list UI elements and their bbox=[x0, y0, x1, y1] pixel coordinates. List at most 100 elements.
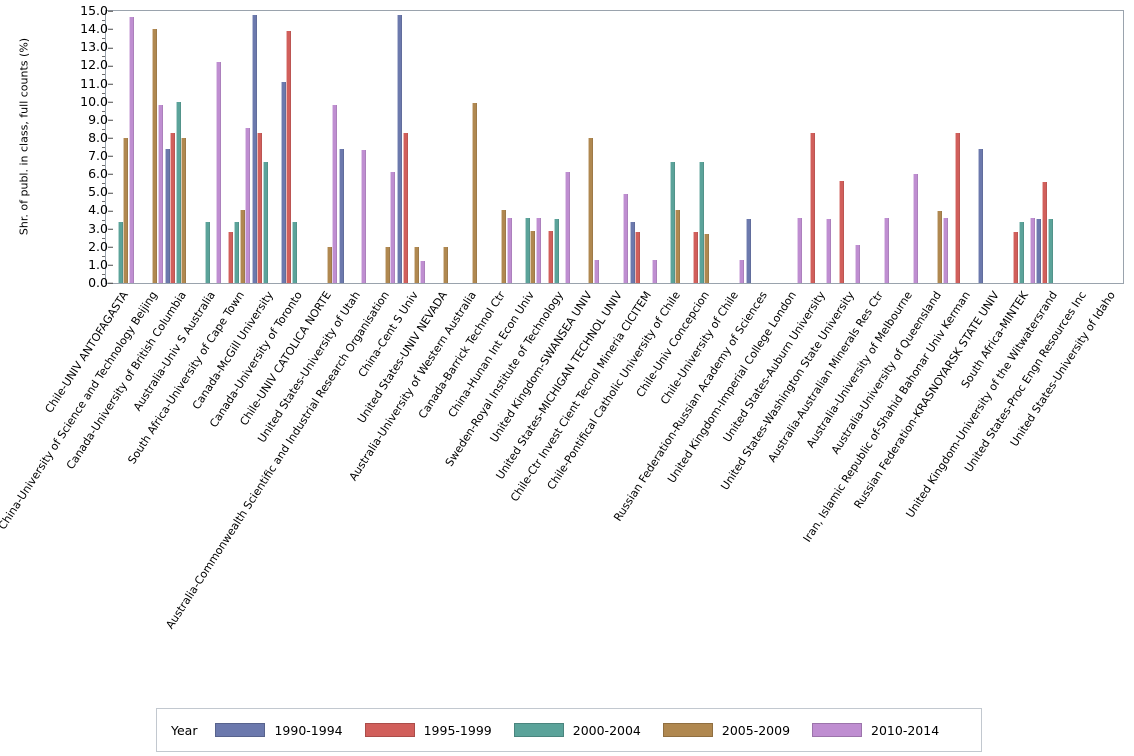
y-tick-label: 3.0 bbox=[48, 222, 113, 235]
bar bbox=[397, 14, 403, 283]
x-tick-label: United States-UNIV NEVADA bbox=[355, 289, 451, 426]
bar bbox=[239, 210, 245, 283]
bar bbox=[384, 246, 390, 283]
y-tick-mark bbox=[108, 192, 113, 194]
x-tick-label: United Kingdom-SWANSEA UNIV bbox=[487, 289, 596, 445]
legend-item[interactable]: 2000-2004 bbox=[513, 723, 641, 738]
x-tick-label: Chile-UNIV CATOLICA NORTE bbox=[237, 289, 334, 428]
y-tick-label: 2.0 bbox=[48, 240, 113, 253]
x-tick-label: Australia-University of Queensland bbox=[828, 289, 945, 457]
bar bbox=[506, 217, 512, 283]
bar bbox=[593, 260, 599, 283]
bar bbox=[419, 261, 425, 283]
bar bbox=[128, 17, 134, 283]
legend-item[interactable]: 1995-1999 bbox=[364, 723, 492, 738]
y-tick-label: 6.0 bbox=[48, 167, 113, 181]
bar bbox=[745, 218, 751, 283]
legend-swatch bbox=[215, 723, 266, 737]
bar bbox=[332, 105, 338, 283]
plot-frame bbox=[105, 10, 1124, 284]
legend-swatch bbox=[513, 723, 564, 737]
x-tick-label: Chile-University of Chile bbox=[657, 289, 741, 407]
y-axis-title: Shr. of publ. in class, full counts (%) bbox=[17, 37, 31, 236]
x-tick-label: Russian Federation-Russian Academy of Sc… bbox=[611, 289, 770, 524]
bar bbox=[913, 174, 919, 283]
x-tick-label: United States-Auburn University bbox=[720, 289, 828, 445]
y-tick-mark bbox=[108, 156, 113, 158]
bar bbox=[245, 127, 251, 283]
bar bbox=[530, 231, 536, 283]
bar bbox=[855, 244, 861, 283]
y-tick-mark bbox=[108, 119, 113, 121]
y-tick-label: 11.0 bbox=[48, 77, 113, 90]
bar bbox=[669, 161, 675, 283]
bar bbox=[181, 137, 187, 283]
bar bbox=[622, 194, 628, 283]
x-tick-label: Australia-Univ S Australia bbox=[130, 289, 218, 414]
legend-swatch bbox=[812, 723, 863, 737]
legend-swatch bbox=[662, 723, 713, 737]
y-tick-mark bbox=[108, 29, 113, 31]
bar bbox=[693, 232, 699, 283]
bar bbox=[954, 132, 960, 283]
legend-item[interactable]: 1990-1994 bbox=[215, 723, 343, 738]
y-tick-label: 0.0 bbox=[48, 276, 113, 290]
y-tick-minor-mark bbox=[102, 110, 105, 112]
bar bbox=[152, 29, 158, 283]
y-tick-mark bbox=[108, 65, 113, 67]
bar bbox=[553, 218, 559, 283]
bar bbox=[170, 132, 176, 283]
bar bbox=[838, 181, 844, 283]
y-tick-mark bbox=[108, 83, 113, 85]
x-tick-label: Sweden-Royal Institute of Technology bbox=[443, 289, 567, 469]
bar bbox=[157, 105, 163, 283]
y-tick-minor-mark bbox=[102, 20, 105, 22]
y-tick-minor-mark bbox=[102, 183, 105, 185]
y-tick-label: 7.0 bbox=[48, 149, 113, 163]
bar bbox=[629, 222, 635, 283]
bar bbox=[175, 101, 181, 283]
bar bbox=[698, 161, 704, 283]
y-tick-mark bbox=[108, 264, 113, 266]
bar bbox=[442, 246, 448, 283]
y-tick-label: 4.0 bbox=[48, 204, 113, 217]
x-tick-label: United States-University of Idaho bbox=[1008, 289, 1119, 449]
bar bbox=[884, 217, 890, 283]
bar bbox=[797, 217, 803, 283]
bar bbox=[286, 30, 292, 283]
y-tick-mark bbox=[108, 174, 113, 176]
x-tick-label: Australia-Australian Minerals Res Ctr bbox=[765, 289, 886, 465]
y-tick-minor-mark bbox=[102, 255, 105, 257]
y-tick-minor-mark bbox=[102, 219, 105, 221]
y-tick-label: 5.0 bbox=[48, 186, 113, 199]
legend-label: 2010-2014 bbox=[871, 722, 940, 738]
y-tick-minor-mark bbox=[102, 128, 105, 130]
x-tick-label: China-Cent S Univ bbox=[355, 289, 421, 380]
legend-title: Year bbox=[171, 722, 198, 738]
bar bbox=[1012, 232, 1018, 283]
x-tick-label: Australia-University of Melbourne bbox=[803, 289, 915, 451]
bar bbox=[547, 231, 553, 283]
y-tick-minor-mark bbox=[102, 165, 105, 167]
x-tick-label: Chile-UNIV ANTOFAGASTA bbox=[42, 289, 131, 416]
y-tick-label: 14.0 bbox=[48, 22, 113, 36]
y-tick-minor-mark bbox=[102, 147, 105, 148]
bar bbox=[292, 222, 298, 283]
x-tick-label: Canada-McGill University bbox=[189, 289, 276, 412]
y-tick-minor-mark bbox=[102, 237, 105, 239]
x-tick-label: Canada-Barrick Technol Ctr bbox=[416, 289, 509, 422]
bar bbox=[233, 222, 239, 283]
x-tick-label: Australia-Commonwealth Scientific and In… bbox=[163, 289, 392, 632]
legend-item[interactable]: 2010-2014 bbox=[812, 723, 939, 738]
y-tick-mark bbox=[108, 11, 113, 12]
x-tick-label: Australia-University of Western Australi… bbox=[346, 289, 480, 484]
bar bbox=[280, 81, 286, 283]
bar bbox=[1018, 222, 1024, 283]
y-tick-label: 8.0 bbox=[48, 131, 113, 145]
bar bbox=[123, 137, 129, 283]
bar bbox=[1047, 218, 1053, 283]
bar bbox=[942, 217, 948, 283]
legend-item[interactable]: 2005-2009 bbox=[662, 723, 790, 738]
y-tick-minor-mark bbox=[102, 56, 105, 58]
